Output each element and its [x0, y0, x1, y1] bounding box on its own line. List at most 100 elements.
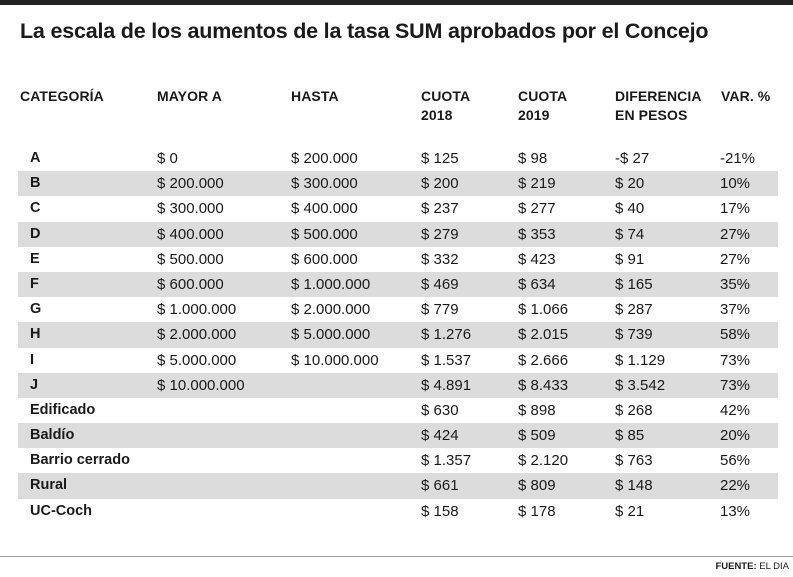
- cell-cuota-2019: $ 353: [518, 225, 556, 243]
- header-diferencia-line2: EN PESOS: [615, 107, 688, 123]
- cell-hasta: $ 2.000.000: [291, 301, 371, 319]
- header-cuota-2018: CUOTA 2018: [421, 87, 470, 125]
- header-var: VAR. %: [721, 88, 771, 104]
- cell-diferencia: $ 739: [615, 326, 653, 344]
- cell-mayor-a: $ 1.000.000: [157, 301, 237, 319]
- table-row: A $ 0 $ 200.000 $ 125 $ 98 -$ 27 -21%: [18, 146, 778, 171]
- cell-var: 56%: [720, 452, 751, 470]
- cell-hasta: $ 600.000: [291, 250, 358, 268]
- cell-cuota-2019: $ 178: [518, 502, 556, 520]
- top-bar: [0, 0, 793, 5]
- cell-diferencia: $ 1.129: [615, 351, 666, 369]
- cell-hasta: $ 5.000.000: [291, 326, 371, 344]
- header-cuota-2019-line2: 2019: [518, 107, 550, 123]
- cell-diferencia: $ 74: [615, 225, 645, 243]
- cell-cuota-2018: $ 158: [421, 502, 459, 520]
- cell-mayor-a: $ 200.000: [157, 175, 224, 193]
- cell-diferencia: $ 763: [615, 452, 653, 470]
- source-credit: FUENTE: EL DIA: [715, 561, 789, 572]
- cell-cuota-2019: $ 898: [518, 401, 556, 419]
- table-row: G $ 1.000.000 $ 2.000.000 $ 779 $ 1.066 $ 287…: [18, 297, 778, 322]
- source-text: EL DIA: [759, 561, 789, 572]
- cell-mayor-a: $ 600.000: [157, 275, 224, 293]
- cell-hasta: $ 400.000: [291, 200, 358, 218]
- table-row: E $ 500.000 $ 600.000 $ 332 $ 423 $ 91 27%: [18, 247, 778, 272]
- table-row: Baldío $ 424 $ 509 $ 85 20%: [18, 423, 778, 449]
- cell-categoria: G: [30, 301, 42, 318]
- cell-cuota-2018: $ 1.357: [421, 452, 472, 470]
- cell-diferencia: $ 40: [615, 200, 645, 218]
- cell-cuota-2019: $ 219: [518, 175, 556, 193]
- cell-cuota-2019: $ 277: [518, 200, 556, 218]
- header-categoria: CATEGORÍA: [20, 88, 104, 104]
- cell-hasta: $ 1.000.000: [291, 275, 371, 293]
- cell-cuota-2018: $ 332: [421, 250, 459, 268]
- cell-mayor-a: $ 0: [157, 150, 178, 167]
- cell-diferencia: $ 268: [615, 401, 653, 419]
- cell-cuota-2018: $ 237: [421, 200, 459, 218]
- cell-diferencia: $ 20: [615, 175, 645, 193]
- cell-diferencia: $ 287: [615, 301, 653, 319]
- header-cuota-2019: CUOTA 2019: [518, 87, 567, 125]
- table-row: UC-Coch $ 158 $ 178 $ 21 13%: [18, 499, 778, 524]
- table-row: Barrio cerrado $ 1.357 $ 2.120 $ 763 56%: [18, 448, 778, 473]
- cell-cuota-2019: $ 2.015: [518, 326, 569, 344]
- cell-diferencia: $ 85: [615, 427, 645, 445]
- cell-categoria: Edificado: [30, 401, 96, 418]
- cell-var: 73%: [720, 376, 751, 394]
- cell-mayor-a: $ 2.000.000: [157, 326, 237, 344]
- cell-hasta: $ 500.000: [291, 225, 358, 243]
- header-cuota-2018-line2: 2018: [421, 107, 453, 123]
- cell-diferencia: $ 21: [615, 502, 645, 520]
- cell-var: 73%: [720, 351, 751, 369]
- cell-hasta: $ 200.000: [291, 150, 358, 167]
- cell-categoria: H: [30, 326, 41, 343]
- cell-var: 10%: [720, 175, 751, 193]
- cell-cuota-2019: $ 809: [518, 477, 556, 495]
- source-label: FUENTE:: [715, 561, 757, 572]
- cell-cuota-2018: $ 200: [421, 175, 459, 193]
- cell-diferencia: $ 91: [615, 250, 645, 268]
- cell-var: 13%: [720, 502, 751, 520]
- cell-categoria: E: [30, 250, 40, 267]
- header-cuota-2018-line1: CUOTA: [421, 88, 471, 104]
- cell-cuota-2019: $ 634: [518, 275, 556, 293]
- cell-categoria: C: [30, 200, 41, 217]
- data-table: A $ 0 $ 200.000 $ 125 $ 98 -$ 27 -21% B $ 200.00…: [18, 146, 778, 524]
- cell-var: 58%: [720, 326, 751, 344]
- cell-categoria: A: [30, 150, 41, 166]
- cell-categoria: Barrio cerrado: [30, 452, 130, 469]
- table-row: B $ 200.000 $ 300.000 $ 200 $ 219 $ 20 10%: [18, 171, 778, 197]
- cell-cuota-2018: $ 1.276: [421, 326, 472, 344]
- table-row: C $ 300.000 $ 400.000 $ 237 $ 277 $ 40 17%: [18, 196, 778, 221]
- header-diferencia-line1: DIFERENCIA: [615, 88, 702, 104]
- header-diferencia: DIFERENCIA EN PESOS: [615, 87, 702, 125]
- table-row: H $ 2.000.000 $ 5.000.000 $ 1.276 $ 2.015 $ 7…: [18, 322, 778, 348]
- cell-diferencia: $ 148: [615, 477, 653, 495]
- cell-var: 27%: [720, 225, 751, 243]
- cell-categoria: F: [30, 275, 39, 292]
- cell-var: 27%: [720, 250, 751, 268]
- cell-cuota-2019: $ 423: [518, 250, 556, 268]
- bottom-divider: [0, 556, 793, 557]
- cell-categoria: Rural: [30, 477, 68, 494]
- cell-cuota-2019: $ 2.666: [518, 351, 569, 369]
- cell-cuota-2018: $ 424: [421, 427, 459, 445]
- cell-var: 35%: [720, 275, 751, 293]
- cell-categoria: D: [30, 225, 41, 242]
- cell-cuota-2018: $ 779: [421, 301, 459, 319]
- cell-cuota-2018: $ 4.891: [421, 376, 472, 394]
- cell-cuota-2018: $ 630: [421, 401, 459, 419]
- cell-var: -21%: [720, 150, 756, 167]
- cell-categoria: Baldío: [30, 427, 75, 444]
- cell-mayor-a: $ 10.000.000: [157, 376, 245, 394]
- cell-var: 20%: [720, 427, 751, 445]
- cell-hasta: $ 300.000: [291, 175, 358, 193]
- cell-cuota-2018: $ 1.537: [421, 351, 472, 369]
- cell-cuota-2019: $ 8.433: [518, 376, 569, 394]
- cell-var: 17%: [720, 200, 751, 218]
- cell-mayor-a: $ 5.000.000: [157, 351, 237, 369]
- cell-cuota-2018: $ 469: [421, 275, 459, 293]
- cell-cuota-2019: $ 509: [518, 427, 556, 445]
- cell-cuota-2018: $ 279: [421, 225, 459, 243]
